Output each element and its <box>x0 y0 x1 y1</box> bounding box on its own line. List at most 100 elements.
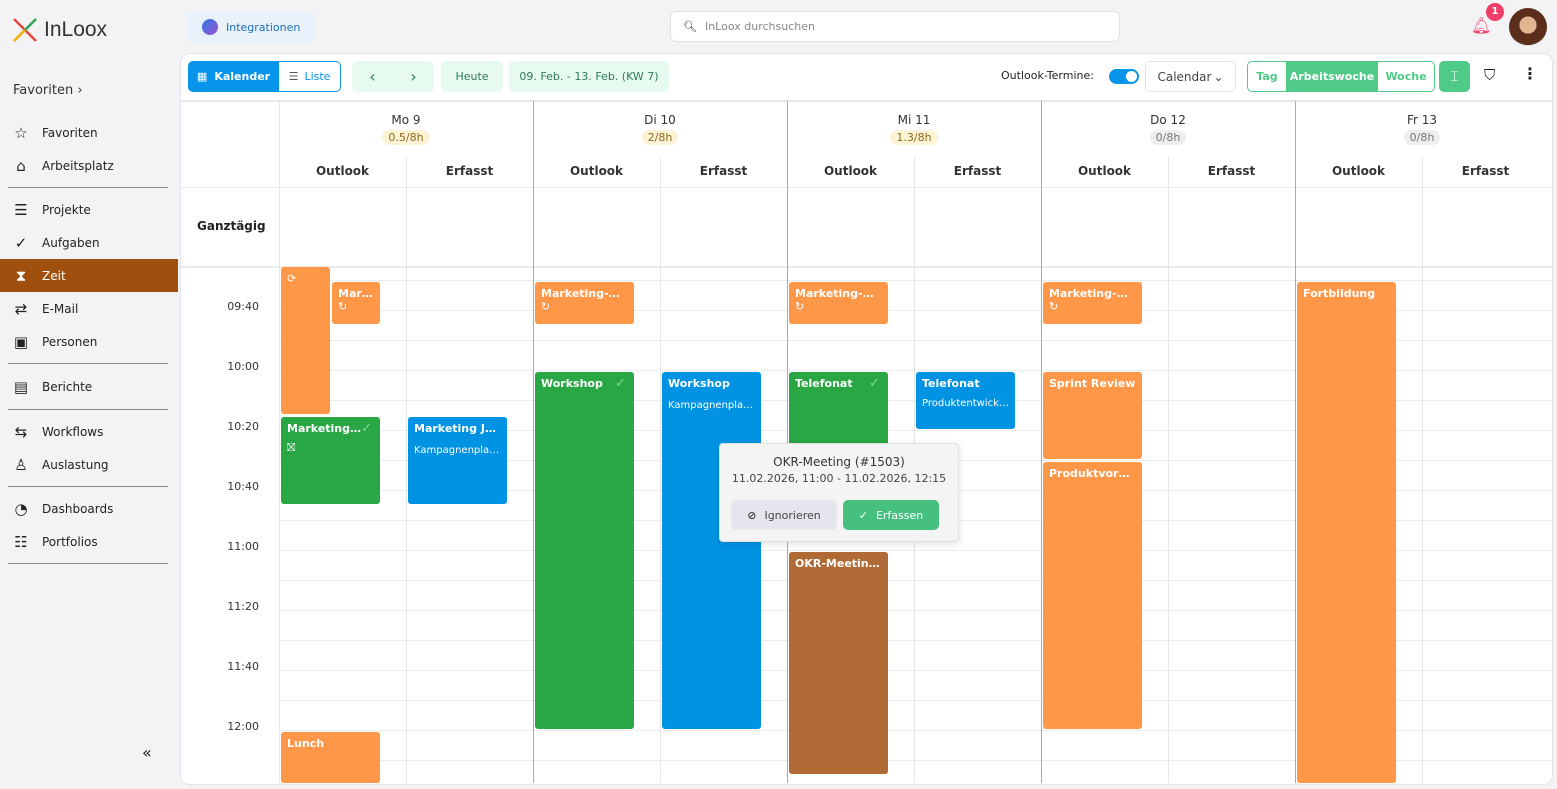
subcolumn-header: Outlook <box>823 164 878 178</box>
tab-woche[interactable]: Woche <box>1385 70 1427 83</box>
event[interactable]: Marketing-Da… ↻ <box>535 282 634 324</box>
calendar-select[interactable]: Calendar ⌄ <box>1145 61 1236 92</box>
date-range-picker[interactable]: 09. Feb. - 13. Feb. (KW 7) <box>509 61 669 92</box>
event[interactable]: OKR-Meeting … <box>789 552 888 774</box>
grid-line <box>279 550 1552 551</box>
kalender-view-button[interactable]: ▦ Kalender <box>188 61 279 92</box>
day-header[interactable]: Do 12 0/8h <box>1041 113 1295 145</box>
favorites-header[interactable]: Favoriten › <box>13 83 83 98</box>
ignore-button[interactable]: ⊘ Ignorieren <box>731 500 837 530</box>
grid-line <box>660 157 661 783</box>
hours-badge: 0/8h <box>1403 130 1441 145</box>
day-header[interactable]: Fr 13 0/8h <box>1295 113 1549 145</box>
unlinked-icon: ⛝ <box>287 441 296 454</box>
sidebar-item-personen[interactable]: ▣ Personen <box>13 332 98 351</box>
event[interactable]: Marketing-Da… ↻ <box>789 282 888 324</box>
projects-icon: ☰ <box>14 200 28 219</box>
sidebar-item-arbeitsplatz[interactable]: ⌂ Arbeitsplatz <box>0 149 178 182</box>
capture-button[interactable]: ✓ Erfassen <box>843 500 939 530</box>
workload-icon: ♙ <box>14 455 28 474</box>
recurring-icon: ↻ <box>541 300 551 313</box>
sidebar-item-workflows[interactable]: ⇆ Workflows <box>0 415 178 448</box>
report-icon: ▤ <box>13 377 29 396</box>
inloox-logo[interactable]: InLoox <box>12 17 107 43</box>
grid-line <box>279 430 1552 431</box>
subcolumn-header: Erfasst <box>953 164 1002 178</box>
integrations-icon <box>202 19 218 35</box>
sidebar-item-portfolios[interactable]: ☷ Portfolios <box>0 525 178 558</box>
outlook-label: Outlook-Termine: <box>1001 69 1094 82</box>
tab-tag[interactable]: Tag <box>1256 70 1278 83</box>
event[interactable]: Mark…↻ <box>332 282 380 324</box>
logo-icon <box>13 18 37 42</box>
event[interactable]: Produktvorste… <box>1043 462 1142 729</box>
sidebar-item-favoriten[interactable]: ☆ Favoriten <box>0 116 178 149</box>
event[interactable]: Workshop ✓ <box>535 372 634 729</box>
sidebar-item-email[interactable]: ⇄ E-Mail <box>0 292 178 325</box>
event[interactable]: Marketing J… ✓ ⛝ <box>281 417 380 504</box>
event[interactable]: Marketing Jo… Kampagnenpla… <box>408 417 507 504</box>
event[interactable]: Telefonat Produktentwickl… <box>916 372 1015 429</box>
check-icon: ✓ <box>869 376 880 391</box>
liste-view-button[interactable]: ☰ Liste <box>279 61 341 92</box>
grid-line <box>279 370 1552 371</box>
chevron-right-icon[interactable]: › <box>410 67 417 86</box>
subcolumn-header: Erfasst <box>699 164 748 178</box>
event[interactable]: Workshop Kampagnenpla… <box>662 372 761 729</box>
subcolumn-header: Outlook <box>315 164 370 178</box>
time-label: 11:20 <box>227 600 259 613</box>
integrations-button[interactable]: Integrationen <box>187 11 315 43</box>
hours-badge: 2/8h <box>641 130 679 145</box>
view-switcher: Tag Arbeitswoche Woche <box>1247 61 1435 92</box>
recurring-icon: ↻ <box>1049 300 1059 313</box>
time-label: 11:40 <box>227 660 259 673</box>
outlook-toggle[interactable] <box>1109 69 1139 84</box>
bell-icon[interactable]: 🔔︎ <box>1471 16 1492 35</box>
subcolumn-header: Outlook <box>569 164 624 178</box>
grid-line <box>279 730 1552 731</box>
time-label: 12:00 <box>227 720 259 733</box>
sidebar-item-zeit[interactable]: ⧗ Zeit <box>0 259 178 292</box>
color-fill-icon[interactable]: ⛉ <box>1484 66 1496 84</box>
search-input[interactable]: 🔍︎ InLoox durchsuchen <box>670 11 1120 42</box>
event[interactable]: Lunch <box>281 732 380 783</box>
date-nav: ‹ › <box>352 61 434 92</box>
fit-icon: ⌶ <box>1450 68 1459 85</box>
subcolumn-header: Outlook <box>1077 164 1132 178</box>
notification-badge: 1 <box>1486 3 1504 21</box>
sidebar-item-dashboards[interactable]: ◔ Dashboards <box>0 492 178 525</box>
day-header[interactable]: Mi 11 1.3/8h <box>787 113 1041 145</box>
subcolumn-header: Erfasst <box>445 164 494 178</box>
chevron-left-icon[interactable]: ‹ <box>369 67 376 86</box>
grid-line <box>279 700 1552 701</box>
sidebar-item-auslastung[interactable]: ♙ Auslastung <box>0 448 178 481</box>
event[interactable]: ⟳ <box>281 267 330 414</box>
day-divider <box>279 101 280 783</box>
collapse-sidebar-button[interactable]: « <box>142 743 152 762</box>
hours-badge: 1.3/8h <box>890 130 938 145</box>
sidebar-item-berichte[interactable]: ▤ Berichte <box>13 377 93 396</box>
day-header[interactable]: Di 10 2/8h <box>533 113 787 145</box>
check-icon: ✓ <box>361 421 372 436</box>
portfolio-icon: ☷ <box>14 532 28 551</box>
time-label: 11:00 <box>227 540 259 553</box>
tab-arbeitswoche[interactable]: Arbeitswoche <box>1286 62 1378 91</box>
event[interactable]: Fortbildung <box>1297 282 1396 783</box>
block-icon: ⊘ <box>747 508 757 522</box>
fit-view-button[interactable]: ⌶ <box>1439 61 1470 92</box>
event[interactable]: Sprint Review <box>1043 372 1142 459</box>
divider <box>181 187 1552 188</box>
grid-line <box>1422 157 1423 783</box>
today-button[interactable]: Heute <box>441 61 503 92</box>
more-menu-icon[interactable]: ⋮ <box>1522 64 1538 83</box>
hours-badge: 0/8h <box>1149 130 1187 145</box>
home-icon: ⌂ <box>16 156 26 175</box>
sidebar-item-aufgaben[interactable]: ✓ Aufgaben <box>0 226 178 259</box>
grid-line <box>279 400 1552 401</box>
avatar[interactable] <box>1509 8 1547 46</box>
sidebar-item-projekte[interactable]: ☰ Projekte <box>0 193 178 226</box>
grid-line <box>279 610 1552 611</box>
day-header[interactable]: Mo 9 0.5/8h <box>279 113 533 145</box>
event[interactable]: Marketing-Da… ↻ <box>1043 282 1142 324</box>
day-divider <box>787 101 788 783</box>
